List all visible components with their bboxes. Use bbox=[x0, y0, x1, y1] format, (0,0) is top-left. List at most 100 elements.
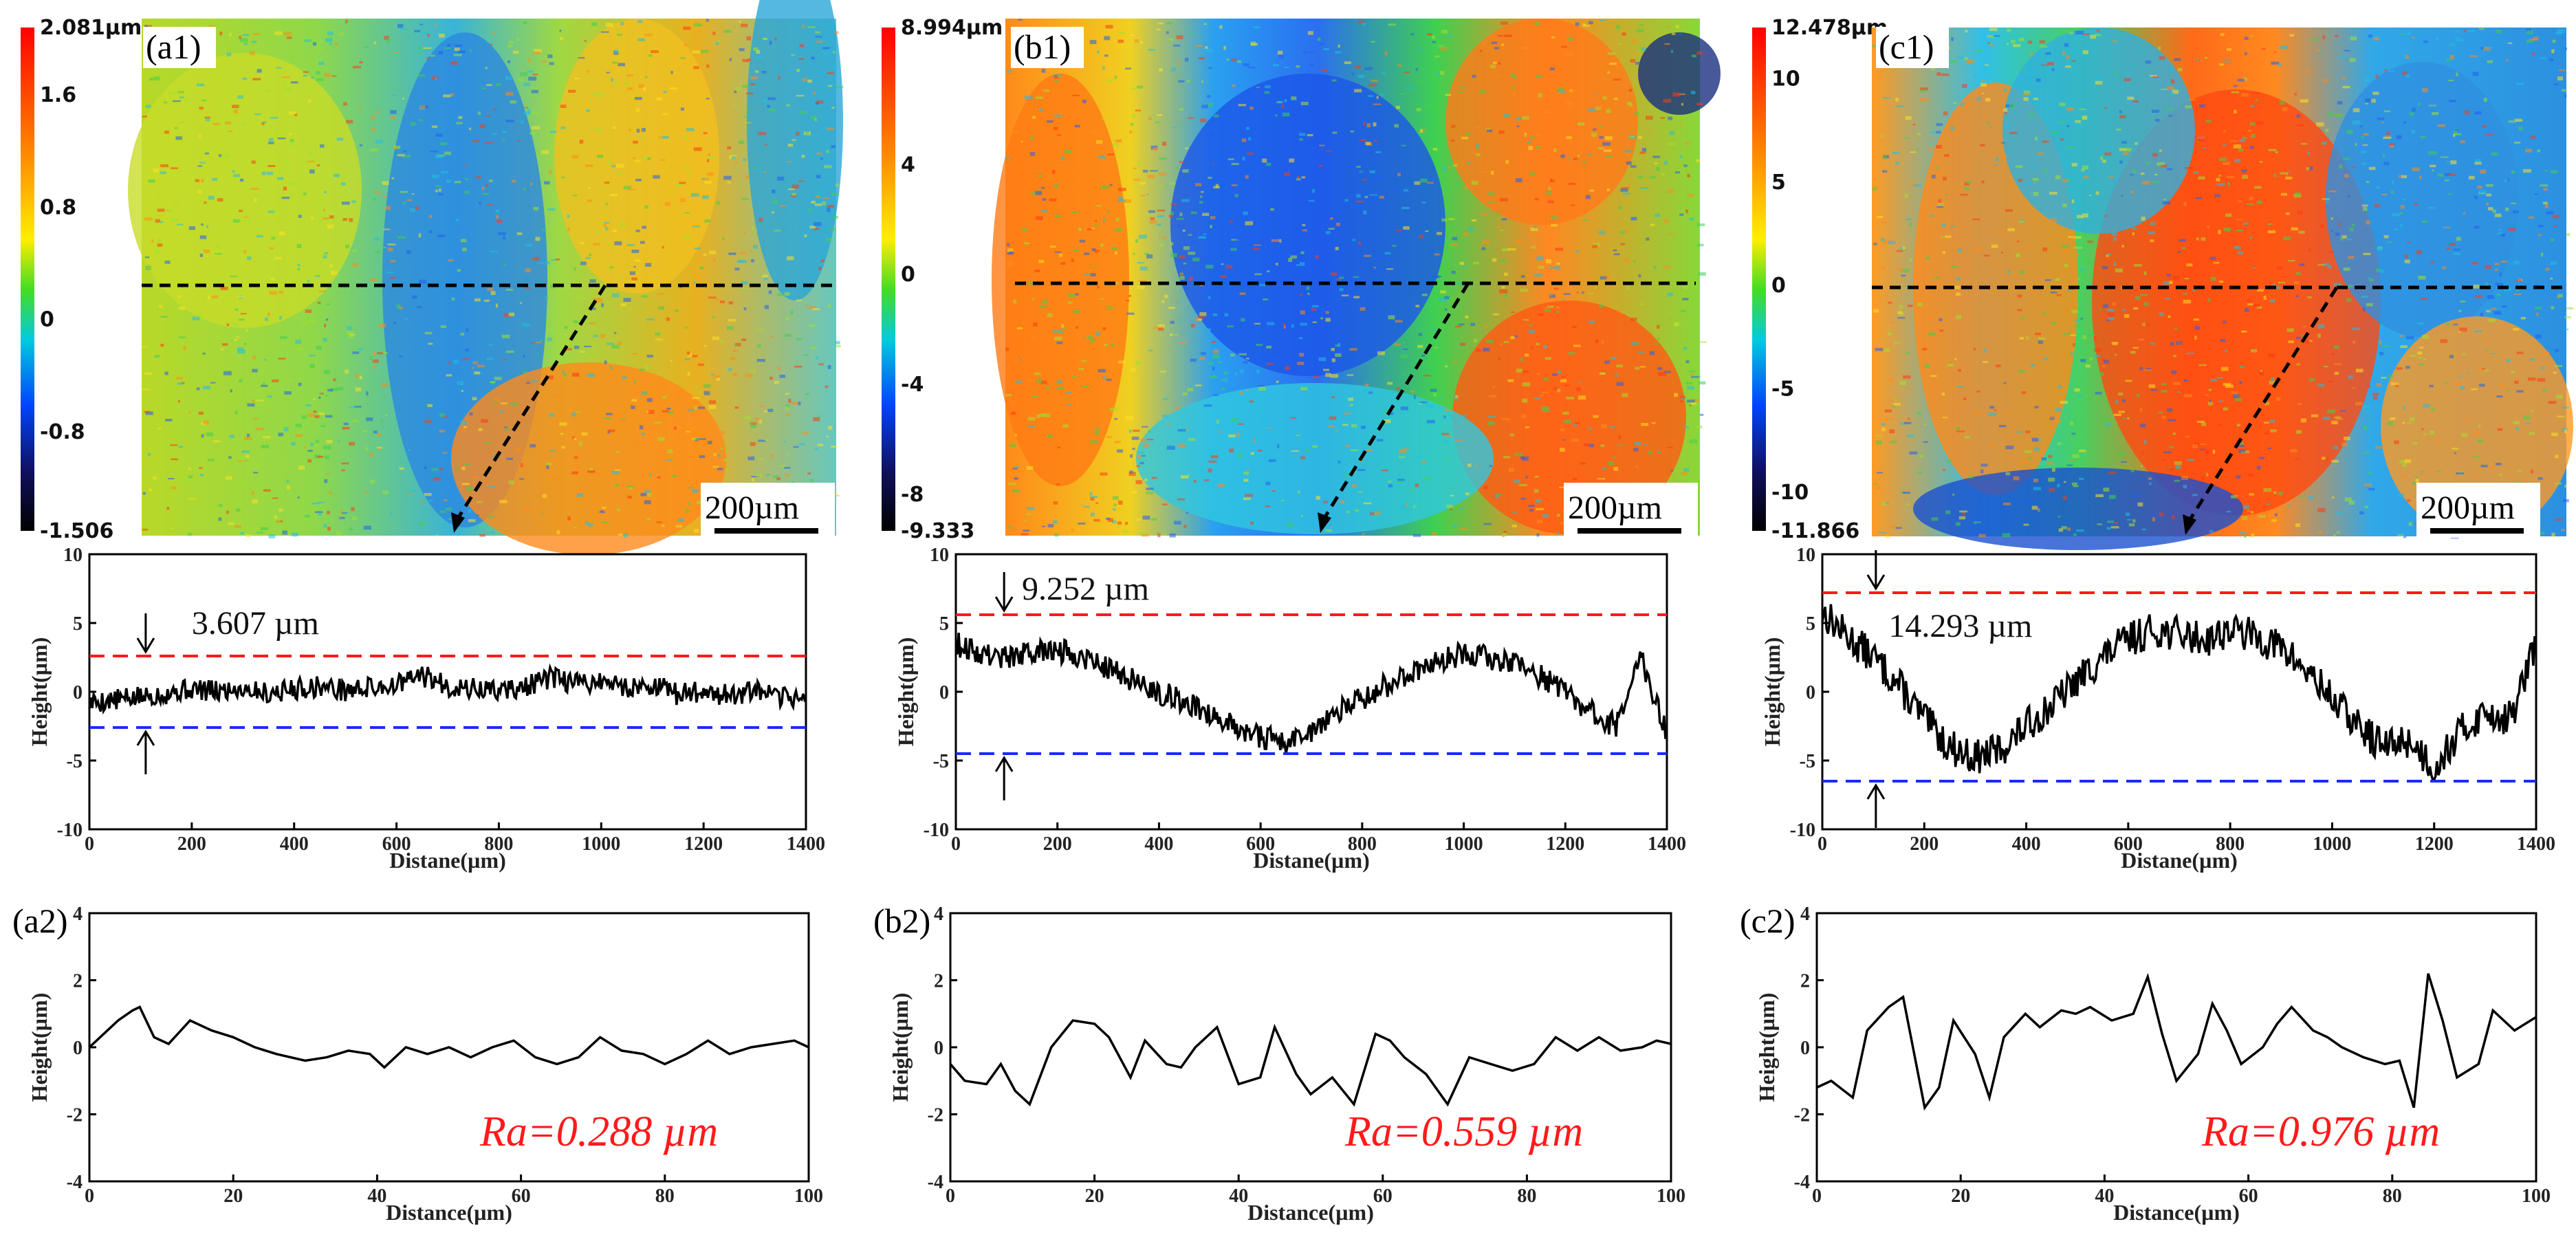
texture-speck bbox=[814, 118, 817, 122]
texture-speck bbox=[1256, 369, 1260, 373]
texture-speck bbox=[2066, 146, 2074, 149]
texture-speck bbox=[1913, 184, 1922, 187]
texture-speck bbox=[433, 532, 439, 535]
texture-speck bbox=[1012, 468, 1018, 470]
texture-speck bbox=[1475, 144, 1480, 149]
texture-speck bbox=[2104, 360, 2110, 364]
texture-speck bbox=[261, 171, 266, 175]
texture-speck bbox=[1696, 223, 1705, 226]
texture-speck bbox=[1648, 132, 1652, 134]
texture-speck bbox=[2296, 336, 2301, 340]
texture-speck bbox=[1513, 479, 1520, 483]
texture-speck bbox=[2073, 50, 2079, 52]
texture-speck bbox=[1161, 300, 1165, 303]
texture-speck bbox=[1942, 417, 1948, 419]
texture-speck bbox=[1014, 434, 1017, 437]
texture-speck bbox=[1536, 373, 1540, 375]
texture-speck bbox=[2001, 142, 2005, 144]
texture-speck bbox=[1291, 324, 1294, 328]
texture-speck bbox=[763, 277, 768, 281]
texture-speck bbox=[1013, 299, 1017, 304]
texture-speck bbox=[2154, 173, 2158, 176]
texture-speck bbox=[2448, 174, 2457, 176]
texture-speck bbox=[1680, 310, 1686, 312]
texture-speck bbox=[2456, 472, 2465, 475]
texture-speck bbox=[2023, 97, 2029, 101]
texture-speck bbox=[1272, 64, 1279, 67]
texture-speck bbox=[1182, 229, 1186, 232]
texture-speck bbox=[633, 265, 636, 268]
x-tick-label: 0 bbox=[951, 833, 961, 855]
texture-speck bbox=[1529, 323, 1532, 327]
texture-speck bbox=[604, 182, 610, 184]
texture-speck bbox=[442, 452, 448, 454]
texture-speck bbox=[2170, 342, 2174, 346]
texture-speck bbox=[454, 47, 460, 52]
texture-speck bbox=[2511, 170, 2515, 174]
texture-speck bbox=[1931, 67, 1936, 71]
texture-speck bbox=[2030, 164, 2036, 167]
texture-speck bbox=[627, 188, 636, 190]
texture-speck bbox=[1954, 358, 1957, 360]
texture-speck bbox=[1148, 273, 1152, 275]
texture-speck bbox=[2019, 337, 2024, 340]
texture-speck bbox=[226, 323, 230, 327]
texture-speck bbox=[2062, 496, 2068, 500]
texture-speck bbox=[589, 468, 593, 471]
texture-speck bbox=[758, 218, 763, 222]
texture-speck bbox=[693, 66, 699, 69]
texture-speck bbox=[1538, 265, 1544, 269]
texture-speck bbox=[237, 349, 245, 354]
texture-speck bbox=[160, 316, 168, 318]
texture-speck bbox=[282, 80, 285, 83]
texture-speck bbox=[2384, 69, 2388, 72]
texture-speck bbox=[1184, 57, 1189, 62]
texture-speck bbox=[595, 472, 603, 475]
texture-speck bbox=[1615, 364, 1623, 368]
texture-speck bbox=[2168, 315, 2171, 318]
texture-speck bbox=[1998, 425, 2007, 428]
texture-speck bbox=[762, 71, 767, 74]
texture-speck bbox=[586, 70, 589, 73]
texture-speck bbox=[466, 328, 469, 332]
texture-speck bbox=[2013, 111, 2018, 114]
texture-speck bbox=[1331, 525, 1333, 527]
texture-speck bbox=[2177, 391, 2181, 393]
texture-speck bbox=[1976, 97, 1981, 101]
texture-speck bbox=[675, 309, 679, 312]
texture-speck bbox=[1281, 499, 1285, 502]
texture-speck bbox=[2097, 523, 2102, 525]
texture-speck bbox=[1461, 136, 1469, 140]
texture-speck bbox=[1657, 371, 1666, 376]
texture-speck bbox=[228, 456, 232, 459]
texture-speck bbox=[594, 230, 599, 234]
texture-speck bbox=[428, 215, 433, 219]
texture-speck bbox=[1587, 292, 1594, 294]
texture-speck bbox=[1361, 426, 1366, 429]
texture-speck bbox=[342, 426, 350, 430]
texture-speck bbox=[1525, 476, 1528, 479]
texture-speck bbox=[1349, 348, 1357, 351]
texture-speck bbox=[2114, 72, 2117, 77]
texture-speck bbox=[2486, 356, 2494, 359]
texture-speck bbox=[2018, 369, 2026, 373]
texture-speck bbox=[1562, 411, 1569, 415]
texture-speck bbox=[382, 181, 389, 186]
texture-speck bbox=[1543, 378, 1549, 381]
texture-speck bbox=[1128, 472, 1136, 477]
texture-speck bbox=[1937, 203, 1945, 206]
texture-speck bbox=[1682, 298, 1689, 300]
texture-speck bbox=[1448, 166, 1452, 168]
texture-speck bbox=[199, 179, 203, 182]
texture-speck bbox=[1426, 404, 1434, 408]
texture-speck bbox=[1213, 394, 1219, 396]
texture-speck bbox=[1498, 130, 1505, 134]
texture-speck bbox=[1893, 342, 1901, 344]
texture-speck bbox=[252, 369, 258, 373]
texture-speck bbox=[827, 205, 834, 208]
texture-speck bbox=[2038, 340, 2043, 345]
texture-speck bbox=[507, 45, 512, 47]
texture-speck bbox=[684, 327, 688, 329]
texture-speck bbox=[1614, 67, 1621, 68]
texture-speck bbox=[2298, 230, 2305, 234]
